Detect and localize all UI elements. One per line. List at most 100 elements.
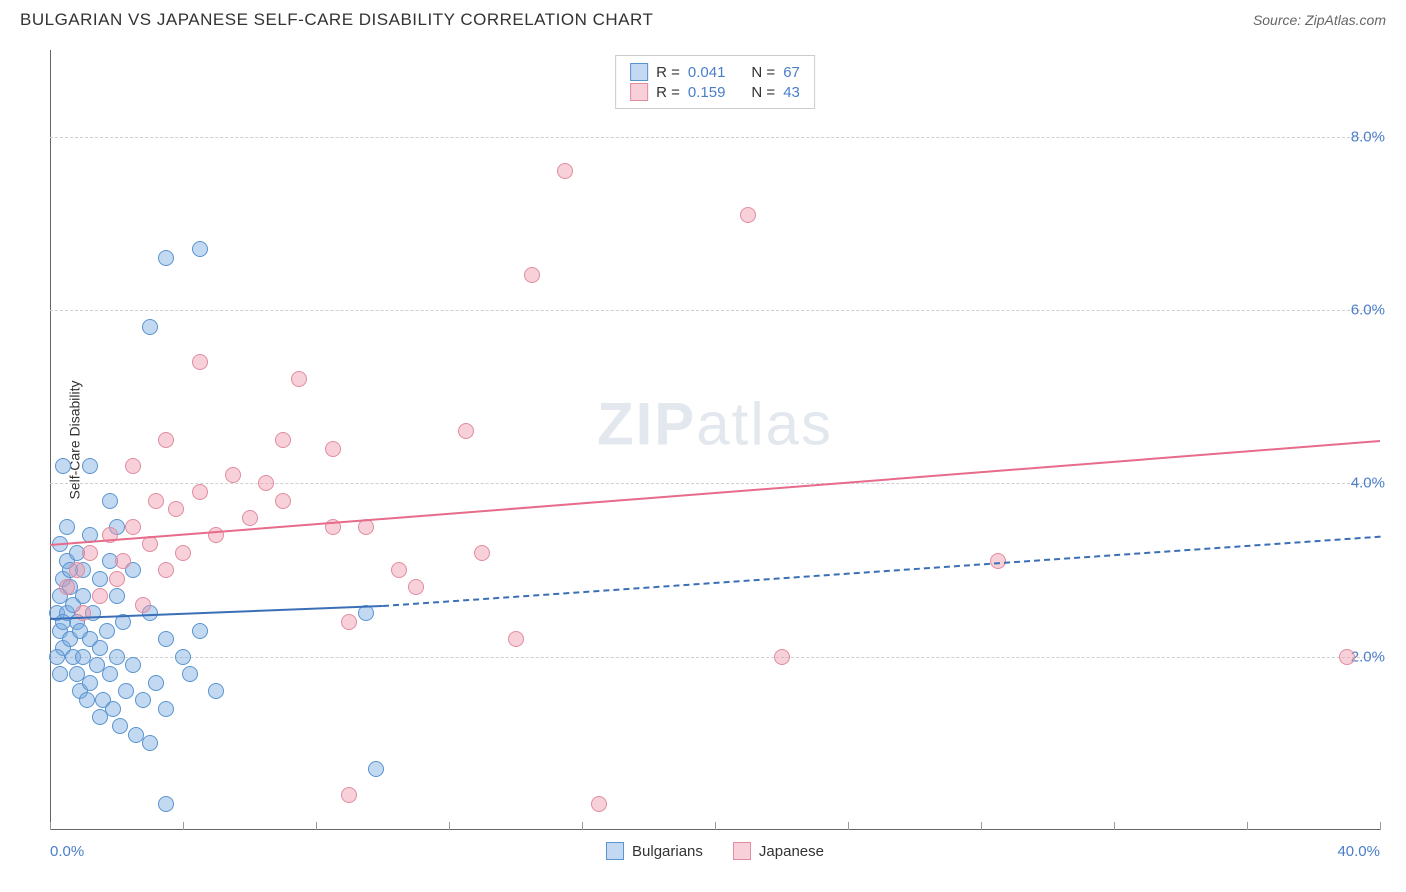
data-point (109, 588, 125, 604)
x-tick (183, 822, 184, 830)
data-point (158, 562, 174, 578)
legend-n-value: 67 (783, 64, 800, 81)
data-point (557, 163, 573, 179)
data-point (125, 657, 141, 673)
data-point (474, 545, 490, 561)
data-point (55, 458, 71, 474)
legend-stats-row: R = 0.041 N = 67 (630, 62, 800, 82)
data-point (79, 692, 95, 708)
x-tick (715, 822, 716, 830)
data-point (49, 649, 65, 665)
x-tick (582, 822, 583, 830)
data-point (75, 605, 91, 621)
x-axis-max-label: 40.0% (1337, 843, 1380, 860)
plot-area: ZIPatlas 2.0%4.0%6.0%8.0%0.0%40.0% R = 0… (50, 50, 1380, 830)
data-point (275, 493, 291, 509)
data-point (291, 371, 307, 387)
legend-r-label: R = (656, 84, 680, 101)
data-point (208, 683, 224, 699)
data-point (125, 458, 141, 474)
y-tick-label: 4.0% (1351, 475, 1385, 492)
watermark: ZIPatlas (597, 390, 833, 459)
chart-title: BULGARIAN VS JAPANESE SELF-CARE DISABILI… (20, 10, 653, 30)
data-point (69, 562, 85, 578)
data-point (192, 354, 208, 370)
y-tick-label: 8.0% (1351, 128, 1385, 145)
data-point (115, 553, 131, 569)
data-point (118, 683, 134, 699)
legend-r-label: R = (656, 64, 680, 81)
trend-line (382, 535, 1380, 606)
data-point (158, 432, 174, 448)
legend-series: Bulgarians Japanese (606, 842, 824, 860)
data-point (102, 493, 118, 509)
x-tick (316, 822, 317, 830)
data-point (109, 571, 125, 587)
data-point (99, 623, 115, 639)
grid-line (50, 483, 1380, 484)
data-point (105, 701, 121, 717)
data-point (158, 796, 174, 812)
x-tick (1247, 822, 1248, 830)
data-point (325, 441, 341, 457)
legend-swatch (606, 842, 624, 860)
data-point (225, 467, 241, 483)
data-point (135, 597, 151, 613)
data-point (341, 614, 357, 630)
data-point (182, 666, 198, 682)
data-point (52, 666, 68, 682)
legend-series-item: Japanese (733, 842, 824, 860)
watermark-bold: ZIP (597, 391, 696, 458)
data-point (112, 718, 128, 734)
legend-series-label: Japanese (759, 843, 824, 860)
data-point (341, 787, 357, 803)
data-point (458, 423, 474, 439)
data-point (158, 701, 174, 717)
legend-stats: R = 0.041 N = 67 R = 0.159 N = 43 (615, 55, 815, 109)
data-point (774, 649, 790, 665)
x-tick (1114, 822, 1115, 830)
x-tick (981, 822, 982, 830)
legend-n-value: 43 (783, 84, 800, 101)
data-point (242, 510, 258, 526)
chart-container: Self-Care Disability ZIPatlas 2.0%4.0%6.… (50, 50, 1380, 830)
data-point (142, 319, 158, 335)
y-tick-label: 2.0% (1351, 648, 1385, 665)
legend-series-label: Bulgarians (632, 843, 703, 860)
data-point (59, 519, 75, 535)
data-point (148, 493, 164, 509)
data-point (258, 475, 274, 491)
data-point (158, 631, 174, 647)
data-point (135, 692, 151, 708)
x-axis-min-label: 0.0% (50, 843, 84, 860)
legend-series-item: Bulgarians (606, 842, 703, 860)
data-point (192, 484, 208, 500)
chart-source: Source: ZipAtlas.com (1253, 12, 1386, 28)
legend-stats-row: R = 0.159 N = 43 (630, 82, 800, 102)
x-tick (449, 822, 450, 830)
data-point (175, 649, 191, 665)
grid-line (50, 657, 1380, 658)
legend-swatch (630, 83, 648, 101)
data-point (148, 675, 164, 691)
data-point (92, 571, 108, 587)
x-tick (50, 822, 51, 830)
legend-n-label: N = (751, 84, 775, 101)
legend-r-value: 0.041 (688, 64, 726, 81)
legend-r-value: 0.159 (688, 84, 726, 101)
data-point (275, 432, 291, 448)
y-tick-label: 6.0% (1351, 302, 1385, 319)
data-point (740, 207, 756, 223)
data-point (92, 588, 108, 604)
data-point (125, 519, 141, 535)
x-tick (1380, 822, 1381, 830)
legend-swatch (630, 63, 648, 81)
data-point (508, 631, 524, 647)
watermark-light: atlas (696, 391, 833, 458)
y-axis-line (50, 50, 51, 830)
legend-swatch (733, 842, 751, 860)
legend-n-label: N = (751, 64, 775, 81)
data-point (82, 458, 98, 474)
chart-header: BULGARIAN VS JAPANESE SELF-CARE DISABILI… (0, 0, 1406, 35)
data-point (168, 501, 184, 517)
